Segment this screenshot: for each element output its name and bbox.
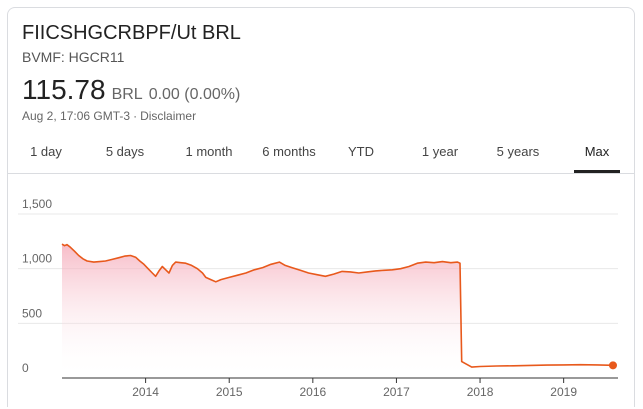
disclaimer-link[interactable]: Disclaimer <box>140 109 197 123</box>
series-area <box>62 244 613 378</box>
x-tick-label: 2015 <box>216 385 243 399</box>
stock-title: FIICSHGCRBPF/Ut BRL <box>22 22 241 44</box>
currency-label: BRL <box>111 86 143 103</box>
y-tick-label: 500 <box>22 306 42 320</box>
tab-1-year[interactable]: 1 year <box>421 144 459 159</box>
x-tick-label: 2018 <box>467 385 494 399</box>
price-meta: Aug 2, 17:06 GMT-3 · Disclaimer <box>22 109 196 123</box>
meta-separator: · <box>133 109 138 123</box>
range-tabs: 1 day 5 days 1 month 6 months YTD 1 year… <box>8 138 634 174</box>
price-row: 115.78 BRL 0.00 (0.00%) <box>22 74 240 106</box>
last-price-point <box>608 361 617 370</box>
tab-1-month[interactable]: 1 month <box>185 144 233 159</box>
x-tick-label: 2016 <box>299 385 326 399</box>
series-line <box>61 243 614 368</box>
stock-card: FIICSHGCRBPF/Ut BRL BVMF: HGCR11 115.78 … <box>7 7 635 407</box>
x-tick-label: 2014 <box>132 385 159 399</box>
price-change: 0.00 (0.00%) <box>148 86 241 103</box>
tab-1-day[interactable]: 1 day <box>30 144 62 159</box>
current-price: 115.78 <box>22 74 106 105</box>
tab-5-years[interactable]: 5 years <box>496 144 540 159</box>
tab-max[interactable]: Max <box>574 138 620 173</box>
x-tick-label: 2019 <box>550 385 577 399</box>
y-tick-label: 1,500 <box>22 197 52 211</box>
tab-6-months[interactable]: 6 months <box>262 144 316 159</box>
tab-ytd[interactable]: YTD <box>348 144 374 159</box>
exchange-ticker: BVMF: HGCR11 <box>22 49 125 65</box>
tab-5-days[interactable]: 5 days <box>105 144 145 159</box>
price-timestamp: Aug 2, 17:06 GMT-3 <box>22 109 131 123</box>
y-tick-label: 1,000 <box>22 252 52 266</box>
y-tick-label: 0 <box>22 361 29 375</box>
x-tick-label: 2017 <box>383 385 410 399</box>
price-chart: 0 500 1,000 1,500 2014 2015 2016 2017 2018 2019 <box>18 197 618 399</box>
